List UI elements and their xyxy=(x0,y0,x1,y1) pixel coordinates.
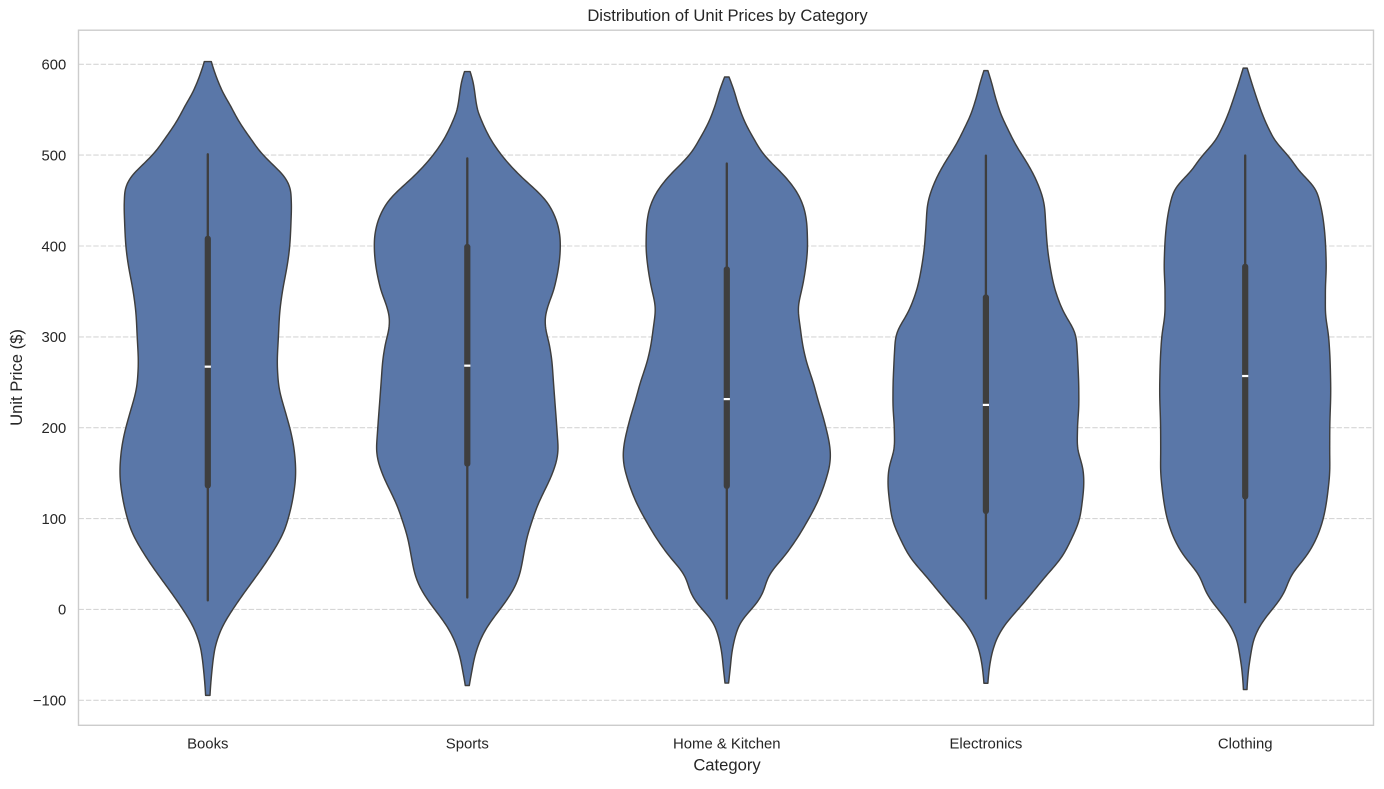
svg-text:0: 0 xyxy=(58,603,66,619)
svg-text:Clothing: Clothing xyxy=(1218,737,1273,753)
svg-text:Sports: Sports xyxy=(446,737,489,753)
svg-text:Books: Books xyxy=(187,737,228,753)
svg-text:600: 600 xyxy=(41,58,66,74)
svg-text:Category: Category xyxy=(693,755,761,774)
svg-text:Distribution of Unit Prices by: Distribution of Unit Prices by Category xyxy=(587,6,868,25)
svg-text:−100: −100 xyxy=(33,694,66,710)
svg-text:200: 200 xyxy=(41,421,66,437)
svg-text:400: 400 xyxy=(41,239,66,255)
svg-text:300: 300 xyxy=(41,330,66,346)
svg-text:Unit Price ($): Unit Price ($) xyxy=(7,329,26,426)
svg-text:Home & Kitchen: Home & Kitchen xyxy=(673,737,781,753)
svg-text:100: 100 xyxy=(41,512,66,528)
svg-text:Electronics: Electronics xyxy=(949,737,1022,753)
svg-text:500: 500 xyxy=(41,148,66,164)
